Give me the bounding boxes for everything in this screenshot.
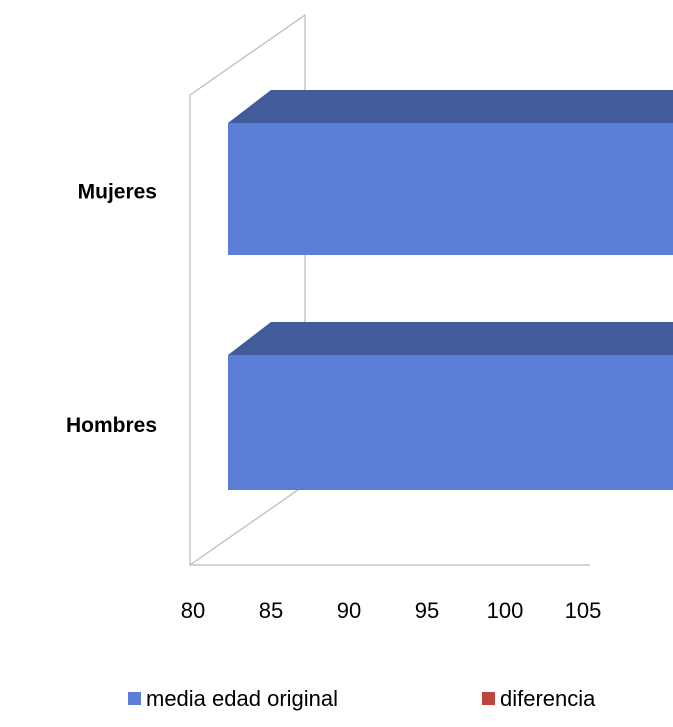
legend-label: media edad original xyxy=(146,686,338,711)
x-tick-label: 90 xyxy=(337,598,361,623)
legend-swatch xyxy=(482,692,495,705)
bar-front xyxy=(228,355,673,490)
bar-segment xyxy=(228,90,673,255)
x-tick-label: 100 xyxy=(487,598,524,623)
category-label: Hombres xyxy=(66,414,157,437)
bar-top xyxy=(228,90,673,123)
x-tick-label: 80 xyxy=(181,598,205,623)
x-tick-label: 85 xyxy=(259,598,283,623)
bar-segment xyxy=(228,322,673,490)
x-tick-label: 95 xyxy=(415,598,439,623)
legend-label: diferencia xyxy=(500,686,596,711)
x-tick-label: 105 xyxy=(565,598,602,623)
legend-swatch xyxy=(128,692,141,705)
bar-top xyxy=(228,322,673,355)
bar-front xyxy=(228,123,673,255)
category-label: Mujeres xyxy=(78,181,157,204)
